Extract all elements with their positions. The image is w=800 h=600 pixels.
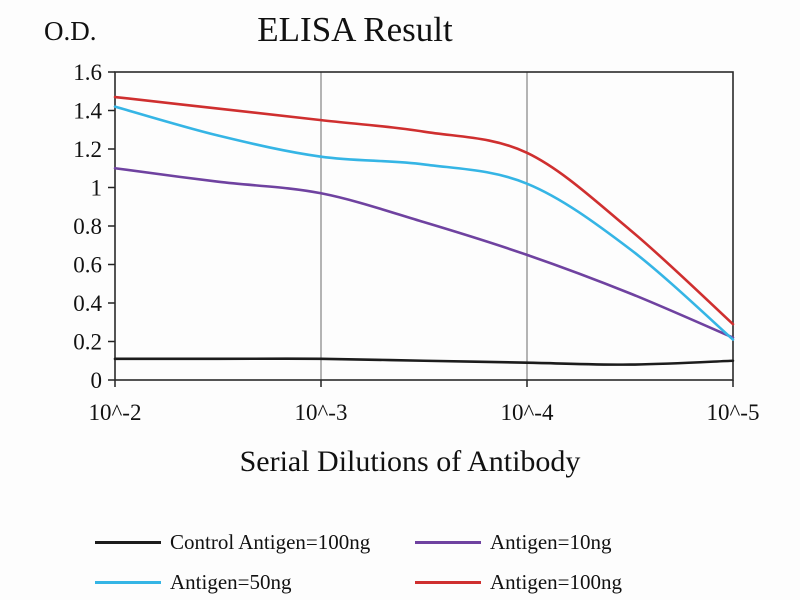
series-line-1: [113, 166, 735, 339]
y-tick-label: 0.4: [73, 291, 102, 316]
x-tick-label: 10^-2: [89, 400, 142, 425]
y-tick-label: 0.6: [73, 253, 102, 278]
y-tick-label: 0.2: [73, 330, 102, 355]
chart-title: ELISA Result: [257, 10, 453, 49]
y-tick-label: 1.4: [73, 99, 102, 124]
y-tick-label: 0: [91, 368, 103, 393]
x-axis-title: Serial Dilutions of Antibody: [239, 445, 581, 478]
plot-area: 10^-2 10^-3 10^-4 10^-5 0 0.2 0.4 0.6 0.8 1 1.2 1.4…: [0, 60, 800, 440]
y-tick-label: 1.2: [73, 137, 102, 162]
x-tick-label: 10^-4: [501, 400, 554, 425]
legend-label: Antigen=50ng: [170, 570, 292, 594]
series-line-3: [113, 95, 735, 326]
legend-line-swatch: [95, 541, 161, 544]
y-axis-title: O.D.: [44, 16, 97, 46]
x-tick-label: 10^-5: [707, 400, 760, 425]
legend-label: Antigen=10ng: [490, 530, 612, 554]
legend-line-swatch: [95, 581, 161, 584]
chart-legend: Control Antigen=100ng Antigen=10ng Antig…: [95, 530, 745, 595]
series-line-2: [113, 105, 735, 341]
chart-canvas: 10^-2 10^-3 10^-4 10^-5 0 0.2 0.4 0.6 0.8 1 1.2 1.4…: [73, 60, 760, 425]
y-tick-label: 1: [91, 176, 103, 201]
y-tick-label: 0.8: [73, 214, 102, 239]
plot-border: [114, 71, 734, 381]
legend-label: Antigen=100ng: [490, 570, 622, 594]
x-tick-label: 10^-3: [295, 400, 348, 425]
legend-label: Control Antigen=100ng: [170, 530, 371, 554]
legend-line-swatch: [415, 581, 481, 584]
legend-entry-antigen-100ng: Antigen=100ng: [415, 570, 735, 595]
legend-entry-control-antigen-100ng: Control Antigen=100ng: [95, 530, 415, 555]
legend-entry-antigen-50ng: Antigen=50ng: [95, 570, 415, 595]
series-line-0: [113, 357, 735, 366]
legend-line-swatch: [415, 541, 481, 544]
y-tick-label: 1.6: [73, 60, 102, 85]
legend-entry-antigen-10ng: Antigen=10ng: [415, 530, 735, 555]
